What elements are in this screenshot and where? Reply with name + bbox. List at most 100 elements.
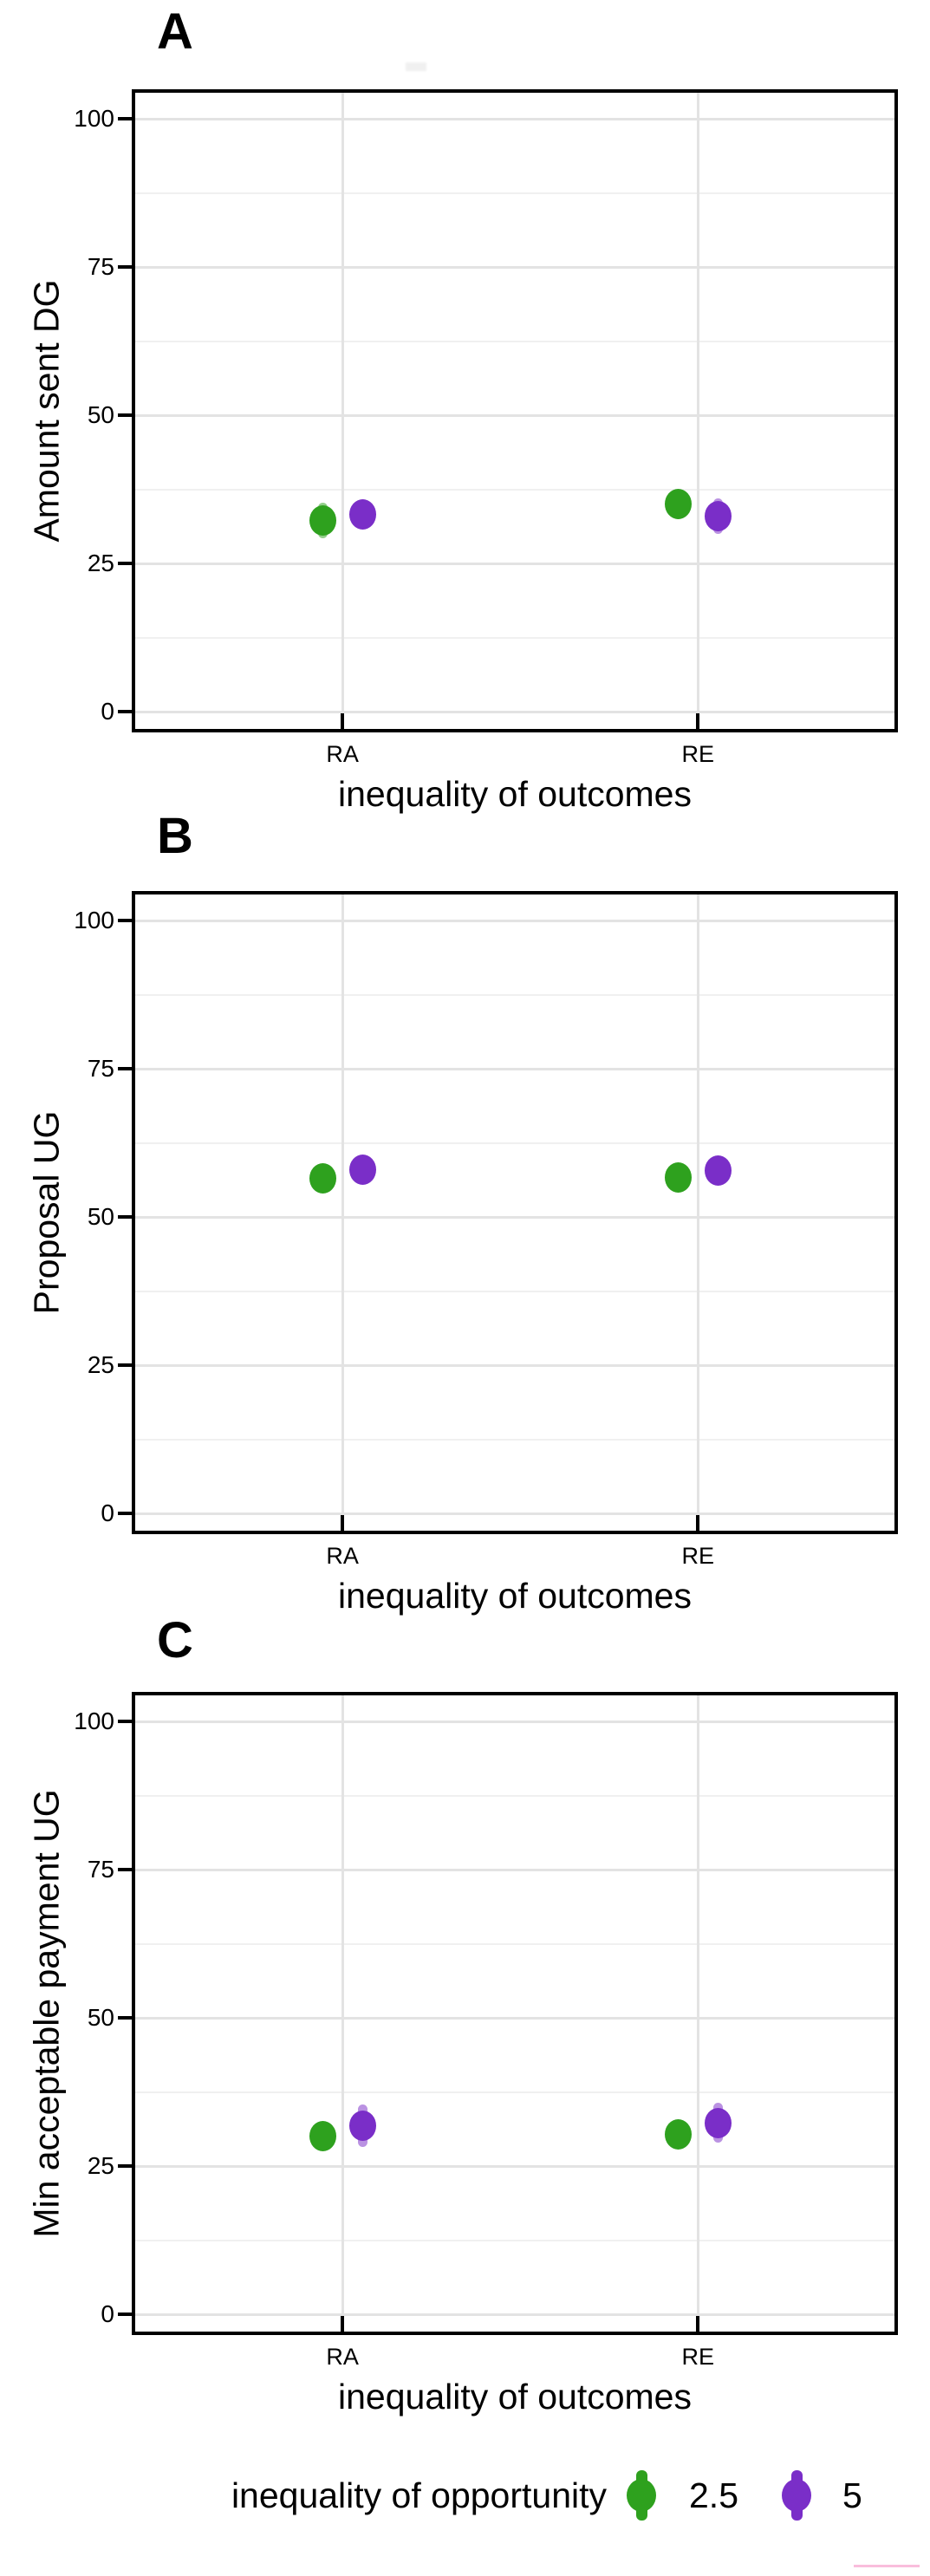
y-tick — [118, 919, 132, 922]
h-gridline-minor — [135, 2239, 894, 2241]
panel-b-x-axis-title: inequality of outcomes — [338, 1576, 692, 1616]
data-point — [664, 1162, 692, 1194]
data-point — [348, 2110, 376, 2141]
v-gridline — [341, 93, 344, 729]
h-gridline-major — [135, 919, 894, 922]
h-gridline-minor — [135, 340, 894, 342]
panel-a-x-axis-title: inequality of outcomes — [338, 774, 692, 814]
x-tick — [696, 2316, 700, 2332]
y-tick — [118, 562, 132, 565]
legend-label-2.5: 2.5 — [689, 2475, 738, 2515]
h-gridline-major — [135, 2313, 894, 2316]
y-tick-label: 0 — [101, 1499, 114, 1526]
y-tick — [118, 265, 132, 269]
y-tick — [118, 710, 132, 713]
panel-c-plot-area — [132, 1692, 898, 2335]
y-tick — [118, 1363, 132, 1367]
data-point — [704, 2107, 732, 2138]
data-point — [309, 1163, 336, 1194]
h-gridline-major — [135, 710, 894, 713]
panel-c-letter: C — [157, 1612, 193, 1669]
h-gridline-minor — [135, 2091, 894, 2093]
legend-key-point-2.5 — [627, 2479, 656, 2512]
y-tick-label: 100 — [74, 907, 114, 933]
h-gridline-major — [135, 265, 894, 269]
h-gridline-minor — [135, 1438, 894, 1441]
data-point — [348, 1154, 376, 1185]
h-gridline-minor — [135, 636, 894, 639]
panel-c-x-axis-title: inequality of outcomes — [338, 2377, 692, 2417]
h-gridline-major — [135, 1868, 894, 1871]
legend-key-point-5 — [782, 2479, 811, 2512]
v-gridline — [696, 894, 699, 1531]
h-gridline-major — [135, 1363, 894, 1367]
y-tick-label: 75 — [87, 1055, 114, 1082]
h-gridline-major — [135, 1067, 894, 1070]
y-tick — [118, 2164, 132, 2168]
y-tick — [118, 1720, 132, 1723]
h-gridline-minor — [135, 993, 894, 996]
h-gridline-minor — [135, 192, 894, 194]
y-tick-label: 50 — [87, 2004, 114, 2031]
panel-b-plot-area — [132, 891, 898, 1534]
y-tick — [118, 1067, 132, 1070]
x-tick-label: RE — [681, 2344, 715, 2370]
h-gridline-minor — [135, 1942, 894, 1945]
v-gridline — [341, 894, 344, 1531]
y-tick-label: 0 — [101, 2300, 114, 2327]
y-tick-label: 75 — [87, 1856, 114, 1883]
h-gridline-major — [135, 1512, 894, 1515]
y-tick-label: 0 — [101, 698, 114, 725]
y-tick — [118, 2313, 132, 2316]
h-gridline-major — [135, 2164, 894, 2168]
data-point — [348, 498, 376, 530]
panel-a-letter: A — [157, 3, 193, 60]
y-tick — [118, 2016, 132, 2020]
v-gridline — [341, 1695, 344, 2332]
y-tick-label: 100 — [74, 105, 114, 132]
y-tick-label: 50 — [87, 401, 114, 428]
h-gridline-minor — [135, 1142, 894, 1144]
x-tick — [696, 1515, 700, 1531]
h-gridline-minor — [135, 488, 894, 491]
x-tick — [341, 1515, 345, 1531]
y-tick — [118, 117, 132, 120]
v-gridline — [696, 93, 699, 729]
x-tick-label: RA — [326, 1543, 359, 1569]
h-gridline-minor — [135, 1290, 894, 1292]
h-gridline-minor — [135, 1794, 894, 1797]
y-tick-label: 25 — [87, 2152, 114, 2179]
y-tick — [118, 1215, 132, 1219]
x-tick — [696, 713, 700, 729]
legend-label-5: 5 — [842, 2475, 862, 2515]
x-tick-label: RA — [326, 741, 359, 767]
data-point — [704, 500, 732, 531]
y-tick-label: 100 — [74, 1708, 114, 1734]
y-tick-label: 25 — [87, 550, 114, 576]
y-tick-label: 25 — [87, 1351, 114, 1378]
h-gridline-major — [135, 562, 894, 565]
x-tick-label: RE — [681, 741, 715, 767]
y-tick — [118, 1868, 132, 1871]
h-gridline-major — [135, 413, 894, 417]
panel-b-letter: B — [157, 808, 193, 864]
h-gridline-major — [135, 117, 894, 120]
x-tick-label: RA — [326, 2344, 359, 2370]
h-gridline-major — [135, 2016, 894, 2020]
y-tick-label: 50 — [87, 1203, 114, 1230]
data-point — [704, 1155, 732, 1187]
data-point — [309, 2121, 336, 2152]
y-tick — [118, 413, 132, 417]
v-gridline — [696, 1695, 699, 2332]
panel-a-plot-area — [132, 89, 898, 732]
data-point — [664, 2118, 692, 2150]
h-gridline-major — [135, 1720, 894, 1723]
h-gridline-major — [135, 1215, 894, 1219]
data-point — [664, 489, 692, 520]
x-tick-label: RE — [681, 1543, 715, 1569]
data-point — [309, 505, 336, 537]
y-tick-label: 75 — [87, 253, 114, 280]
x-tick — [341, 2316, 345, 2332]
x-tick — [341, 713, 345, 729]
